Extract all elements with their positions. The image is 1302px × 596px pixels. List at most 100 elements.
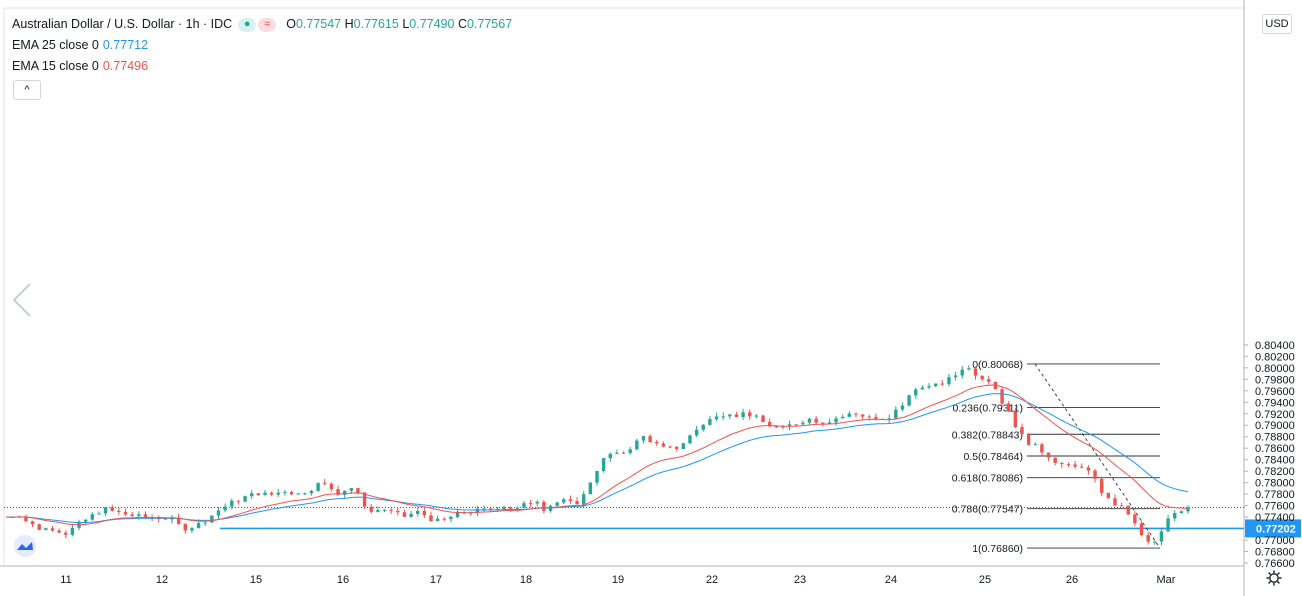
candle-down <box>356 488 360 493</box>
candle-up <box>203 522 207 524</box>
candle-up <box>475 508 480 513</box>
candle-down <box>973 368 978 376</box>
candle-down <box>402 512 407 517</box>
candle-up <box>1153 541 1157 543</box>
candle-up <box>309 490 314 494</box>
candle-up <box>927 386 931 388</box>
ema25-value: 0.77712 <box>102 38 149 52</box>
candle-down <box>668 446 672 448</box>
candle-up <box>827 422 832 424</box>
fib-level-label: 0.236(0.79311) <box>953 402 1023 414</box>
candle-up <box>276 492 280 495</box>
candle-up <box>515 507 520 509</box>
candle-up <box>303 493 307 495</box>
candle-down <box>814 418 818 423</box>
candle-up <box>223 506 227 511</box>
candle-up <box>216 510 221 516</box>
candle-up <box>588 482 593 495</box>
candle-up <box>887 418 891 420</box>
chart-legend: Australian Dollar / U.S. Dollar · 1h · I… <box>12 14 512 77</box>
price-tick-label: 0.78000 <box>1255 478 1295 490</box>
candle-up <box>947 377 951 385</box>
candle-up <box>376 510 380 512</box>
candle-down <box>323 482 327 484</box>
time-tick-label: 26 <box>1066 574 1078 586</box>
candle-down <box>1046 452 1051 458</box>
candle-down <box>1080 466 1084 468</box>
ema15-value: 0.77496 <box>102 59 149 73</box>
collapse-legend-button[interactable]: ^ <box>13 80 41 100</box>
fib-level-label: 0.5(0.78464) <box>963 451 1023 463</box>
data-wave-icon[interactable]: ≈ <box>258 17 277 32</box>
candle-down <box>1013 411 1018 428</box>
indicator-ema15[interactable]: EMA 15 close 0 0.77496 <box>12 56 512 77</box>
candle-down <box>289 492 294 495</box>
candle-up <box>694 429 699 436</box>
candle-up <box>641 436 646 441</box>
candle-up <box>608 453 612 459</box>
candle-up <box>449 516 453 520</box>
candle-up <box>1186 507 1190 512</box>
candle-up <box>681 443 686 449</box>
candle-up <box>469 512 473 514</box>
ema15-line <box>6 384 1188 526</box>
open-label: O <box>286 17 296 31</box>
candle-down <box>389 509 393 511</box>
candle-down <box>987 379 991 382</box>
low-value: 0.77490 <box>409 17 455 31</box>
high-label: H <box>344 17 354 31</box>
candle-down <box>940 383 945 385</box>
time-tick-label: 24 <box>885 574 897 586</box>
close-value: 0.77567 <box>466 17 513 31</box>
candle-up <box>1173 513 1177 519</box>
candle-up <box>708 419 712 425</box>
price-tick-label: 0.78400 <box>1255 455 1295 467</box>
candle-down <box>236 500 241 502</box>
tradingview-logo-icon[interactable] <box>12 535 38 557</box>
time-tick-label: 19 <box>612 574 624 586</box>
gear-icon[interactable] <box>1266 570 1282 586</box>
candle-up <box>688 435 692 444</box>
indicator-ema25[interactable]: EMA 25 close 0 0.77712 <box>12 35 512 56</box>
candle-down <box>57 530 61 533</box>
candle-down <box>37 524 41 530</box>
fib-level-label: 1(0.76860) <box>972 543 1023 555</box>
candle-down <box>143 514 148 518</box>
open-value: 0.77547 <box>295 17 342 31</box>
time-tick-label: 25 <box>979 574 991 586</box>
currency-button[interactable]: USD <box>1262 14 1292 34</box>
candle-down <box>1000 389 1004 404</box>
market-status-icon[interactable]: ● <box>238 17 257 32</box>
price-tick-label: 0.77000 <box>1255 535 1295 547</box>
candle-up <box>635 440 639 450</box>
symbol-row: Australian Dollar / U.S. Dollar · 1h · I… <box>12 14 512 35</box>
candle-up <box>907 395 911 406</box>
time-tick-label: 12 <box>156 574 168 586</box>
candle-down <box>396 510 400 513</box>
candle-down <box>794 424 798 426</box>
time-tick-label: Mar <box>1157 574 1176 586</box>
candle-down <box>1073 464 1077 467</box>
candle-up <box>801 422 805 425</box>
candle-down <box>110 507 114 511</box>
candle-up <box>933 383 938 387</box>
candle-down <box>130 514 134 516</box>
candle-up <box>44 528 48 530</box>
candle-up <box>243 496 247 502</box>
candle-down <box>117 510 121 512</box>
ohlc-values: O0.77547 H0.77615 L0.77490 C0.77567 <box>286 14 512 35</box>
candle-down <box>854 413 858 415</box>
candle-down <box>24 516 28 522</box>
candle-up <box>502 507 506 509</box>
time-tick-label: 18 <box>520 574 532 586</box>
ema15-label: EMA 15 close 0 <box>12 59 99 73</box>
candle-up <box>787 424 792 427</box>
candle-down <box>767 422 772 427</box>
candle-down <box>176 517 181 524</box>
candle-up <box>1166 518 1170 532</box>
chevron-left-icon[interactable] <box>10 282 34 318</box>
time-tick-label: 11 <box>60 574 71 586</box>
candle-up <box>263 492 267 496</box>
close-label: C <box>457 17 467 31</box>
